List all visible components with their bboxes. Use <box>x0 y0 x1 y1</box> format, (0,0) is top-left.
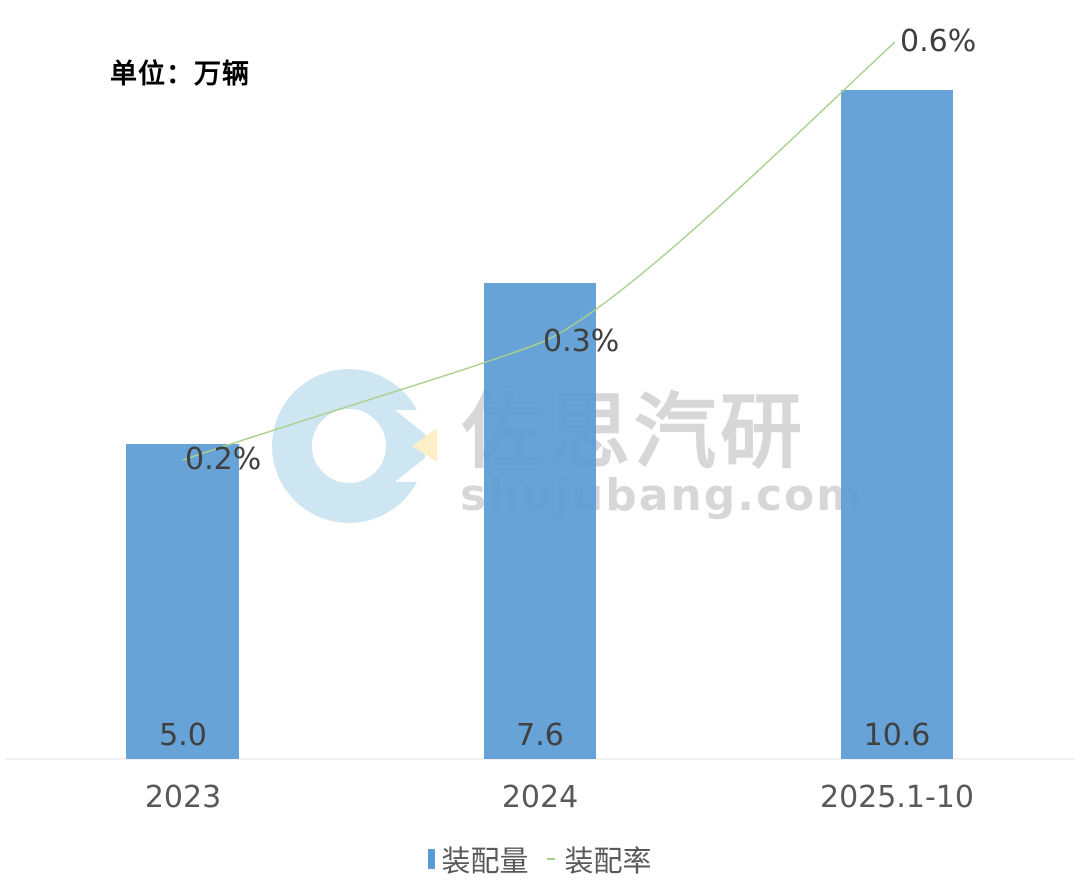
legend-item-rate: 装配率 <box>537 838 652 880</box>
legend-item-volume: 装配量 <box>428 838 529 880</box>
x-tick-2023: 2023 <box>144 780 222 815</box>
bar-value-2025: 10.6 <box>863 718 931 753</box>
bar-value-2024: 7.6 <box>516 718 564 753</box>
bar-value-2023: 5.0 <box>159 718 207 753</box>
rate-line <box>182 41 896 461</box>
bar-swatch-icon <box>428 849 436 869</box>
rate-label-2023: 0.2% <box>185 442 262 477</box>
x-tick-2025: 2025.1-10 <box>820 780 974 815</box>
bar-2023 <box>126 444 239 759</box>
x-tick-2024: 2024 <box>501 780 579 815</box>
line-swatch-icon <box>546 858 555 860</box>
legend-label-volume: 装配量 <box>441 844 529 878</box>
bar-2024 <box>484 283 596 759</box>
legend: 装配量 装配率 <box>0 838 1080 880</box>
bar-2025 <box>841 90 953 759</box>
unit-label: 单位：万辆 <box>110 59 250 90</box>
rate-label-2025: 0.6% <box>900 24 977 59</box>
legend-label-rate: 装配率 <box>564 844 652 878</box>
rate-label-2024: 0.3% <box>543 324 620 359</box>
